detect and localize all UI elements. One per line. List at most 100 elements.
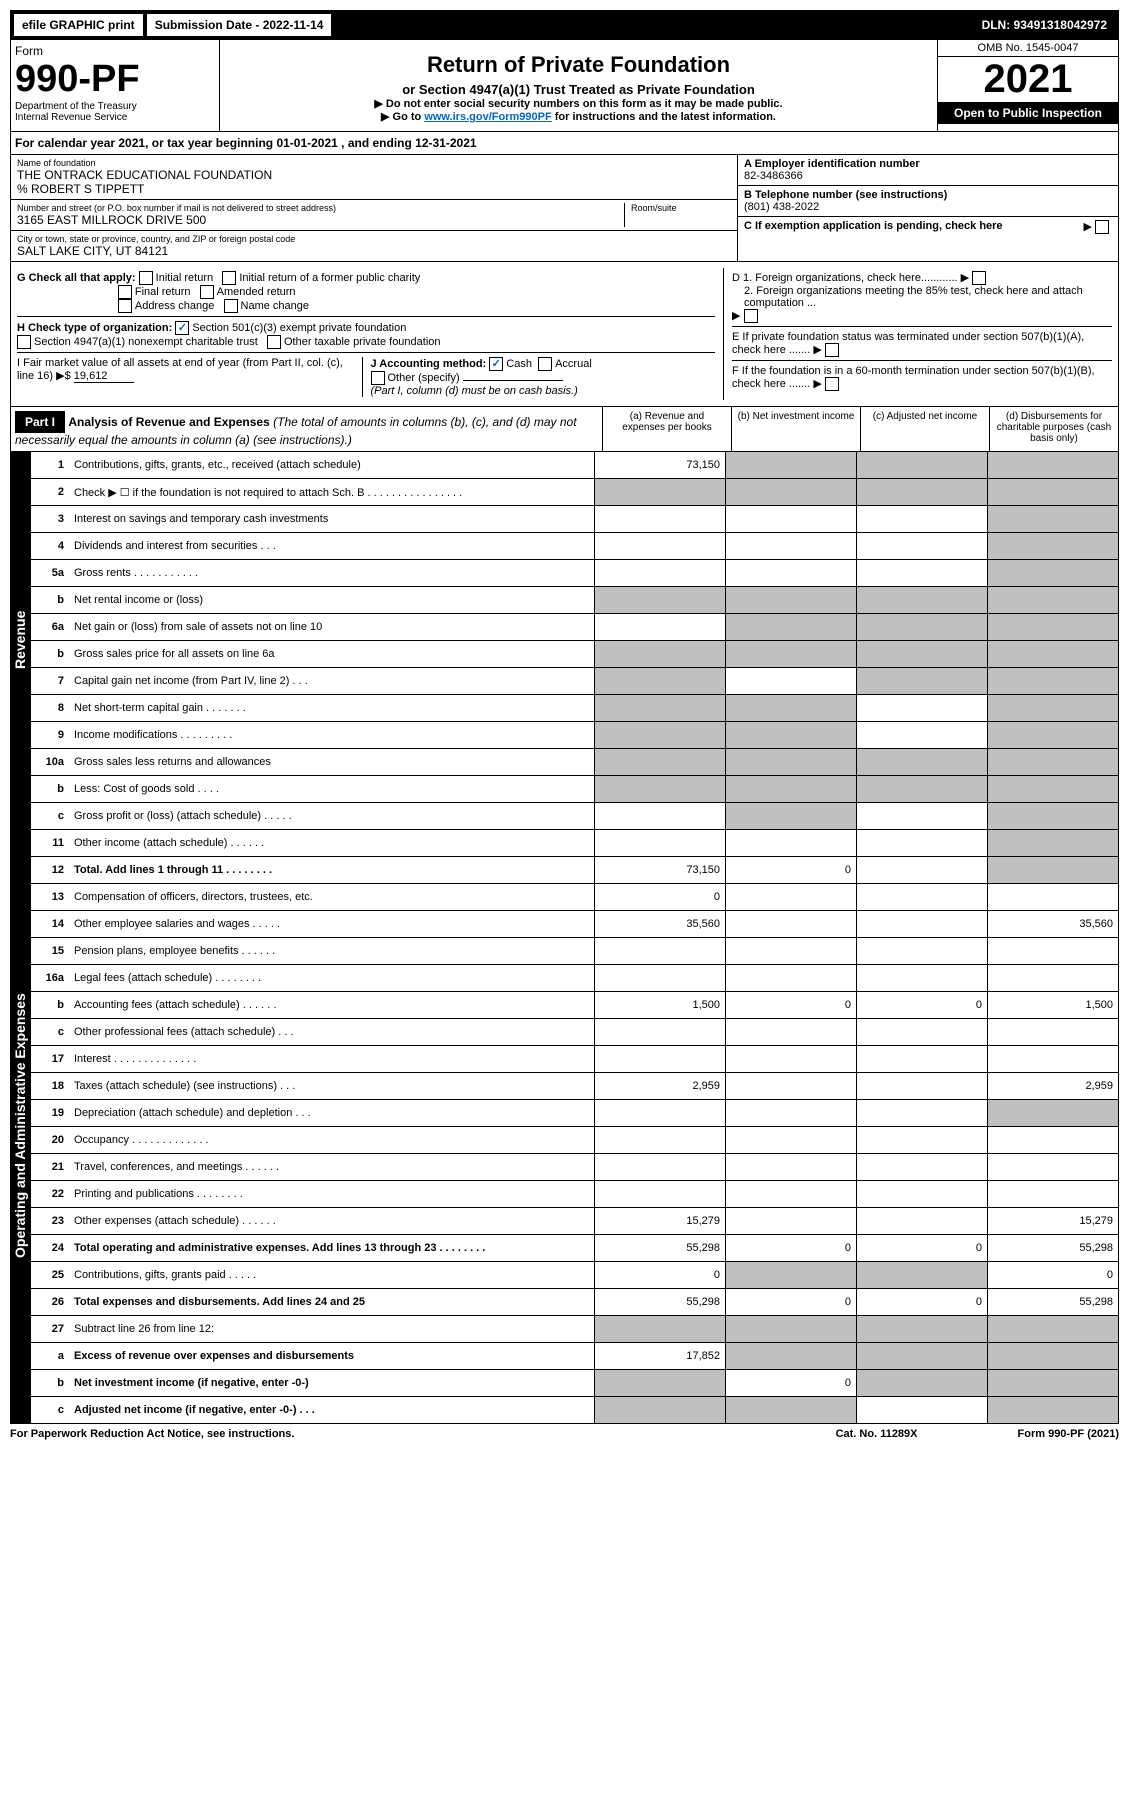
j-other-cb[interactable] [371, 371, 385, 385]
checks-right: D 1. Foreign organizations, check here..… [723, 268, 1112, 400]
checks-section: G Check all that apply: Initial return I… [10, 262, 1119, 407]
form-title: Return of Private Foundation [228, 52, 929, 78]
footer: For Paperwork Reduction Act Notice, see … [10, 1424, 1119, 1444]
d2-cb[interactable] [744, 309, 758, 323]
g-cb-4[interactable] [118, 299, 132, 313]
ein-cell: A Employer identification number 82-3486… [738, 155, 1118, 186]
g-cb-1[interactable] [222, 271, 236, 285]
calendar-year: For calendar year 2021, or tax year begi… [10, 132, 1119, 155]
info-right: A Employer identification number 82-3486… [737, 155, 1118, 261]
h-cb-1[interactable]: ✓ [175, 321, 189, 335]
c-checkbox[interactable] [1095, 220, 1109, 234]
row-val [595, 1154, 726, 1181]
phone-cell: B Telephone number (see instructions) (8… [738, 186, 1118, 217]
table-row: 20Occupancy . . . . . . . . . . . . . [31, 1127, 1119, 1154]
row-val [857, 803, 988, 830]
note-2: ▶ Go to www.irs.gov/Form990PF for instru… [228, 110, 929, 123]
row-val [726, 776, 857, 803]
row-val [857, 1370, 988, 1397]
row-val [726, 452, 857, 479]
header-center: Return of Private Foundation or Section … [220, 40, 937, 131]
g-cb-2[interactable] [118, 285, 132, 299]
j-accrual-cb[interactable] [538, 357, 552, 371]
row-val [857, 830, 988, 857]
h-cb-2[interactable] [17, 335, 31, 349]
row-desc: Interest . . . . . . . . . . . . . . [69, 1046, 595, 1073]
table-row: 1Contributions, gifts, grants, etc., rec… [31, 452, 1119, 479]
part1-header-row: Part I Analysis of Revenue and Expenses … [10, 407, 1119, 452]
row-val [857, 1154, 988, 1181]
row-val: 0 [726, 1370, 857, 1397]
row-desc: Check ▶ ☐ if the foundation is not requi… [69, 479, 595, 506]
row-val [857, 1343, 988, 1370]
row-num: 10a [31, 749, 70, 776]
main-table-area: Revenue Operating and Administrative Exp… [10, 452, 1119, 1424]
row-num: 17 [31, 1046, 70, 1073]
row-val [988, 938, 1119, 965]
row-val: 55,298 [988, 1235, 1119, 1262]
dept-label: Department of the Treasury [15, 101, 215, 112]
g-label: G Check all that apply: [17, 272, 136, 284]
g-cb-5[interactable] [224, 299, 238, 313]
row-val [988, 695, 1119, 722]
row-val [726, 506, 857, 533]
table-row: 3Interest on savings and temporary cash … [31, 506, 1119, 533]
j-cash-cb[interactable]: ✓ [489, 357, 503, 371]
row-val [726, 614, 857, 641]
row-val [726, 479, 857, 506]
submission-date: Submission Date - 2022-11-14 [147, 14, 332, 36]
g-cb-3[interactable] [200, 285, 214, 299]
col-a-head: (a) Revenue and expenses per books [602, 407, 731, 451]
i-label: I Fair market value of all assets at end… [17, 357, 343, 382]
row-val [988, 479, 1119, 506]
row-val [726, 722, 857, 749]
row-desc: Total operating and administrative expen… [69, 1235, 595, 1262]
g-cb-0[interactable] [139, 271, 153, 285]
row-val [857, 1127, 988, 1154]
row-val [988, 1100, 1119, 1127]
header-left: Form 990-PF Department of the Treasury I… [11, 40, 220, 131]
row-val [857, 695, 988, 722]
table-row: 4Dividends and interest from securities … [31, 533, 1119, 560]
row-num: 20 [31, 1127, 70, 1154]
row-val: 0 [595, 884, 726, 911]
row-num: 12 [31, 857, 70, 884]
row-val [857, 1073, 988, 1100]
row-val: 1,500 [595, 992, 726, 1019]
form-link[interactable]: www.irs.gov/Form990PF [424, 111, 551, 123]
row-val: 17,852 [595, 1343, 726, 1370]
d1-cb[interactable] [972, 271, 986, 285]
row-val [857, 587, 988, 614]
row-val: 15,279 [988, 1208, 1119, 1235]
table-row: 2Check ▶ ☐ if the foundation is not requ… [31, 479, 1119, 506]
row-val [988, 506, 1119, 533]
row-num: 27 [31, 1316, 70, 1343]
row-desc: Legal fees (attach schedule) . . . . . .… [69, 965, 595, 992]
row-val [988, 560, 1119, 587]
row-val [857, 533, 988, 560]
h-cb-3[interactable] [267, 335, 281, 349]
row-val [726, 533, 857, 560]
row-desc: Other income (attach schedule) . . . . .… [69, 830, 595, 857]
table-row: 14Other employee salaries and wages . . … [31, 911, 1119, 938]
g-opt-1: Initial return of a former public charit… [239, 272, 420, 284]
row-val [726, 965, 857, 992]
f-cb[interactable] [825, 377, 839, 391]
name-cell: Name of foundation THE ONTRACK EDUCATION… [11, 155, 737, 200]
row-desc: Total expenses and disbursements. Add li… [69, 1289, 595, 1316]
row-val [857, 1181, 988, 1208]
row-num: 2 [31, 479, 70, 506]
table-row: 21Travel, conferences, and meetings . . … [31, 1154, 1119, 1181]
j-other-line [463, 380, 563, 381]
e-cb[interactable] [825, 343, 839, 357]
col-c-head: (c) Adjusted net income [860, 407, 989, 451]
row-num: 24 [31, 1235, 70, 1262]
table-row: 6aNet gain or (loss) from sale of assets… [31, 614, 1119, 641]
row-num: c [31, 1397, 70, 1424]
omb-number: OMB No. 1545-0047 [938, 40, 1118, 57]
row-val: 73,150 [595, 857, 726, 884]
row-val: 0 [857, 1289, 988, 1316]
dln-label: DLN: 93491318042972 [974, 14, 1115, 36]
row-desc: Net gain or (loss) from sale of assets n… [69, 614, 595, 641]
form-label: Form [15, 44, 215, 58]
